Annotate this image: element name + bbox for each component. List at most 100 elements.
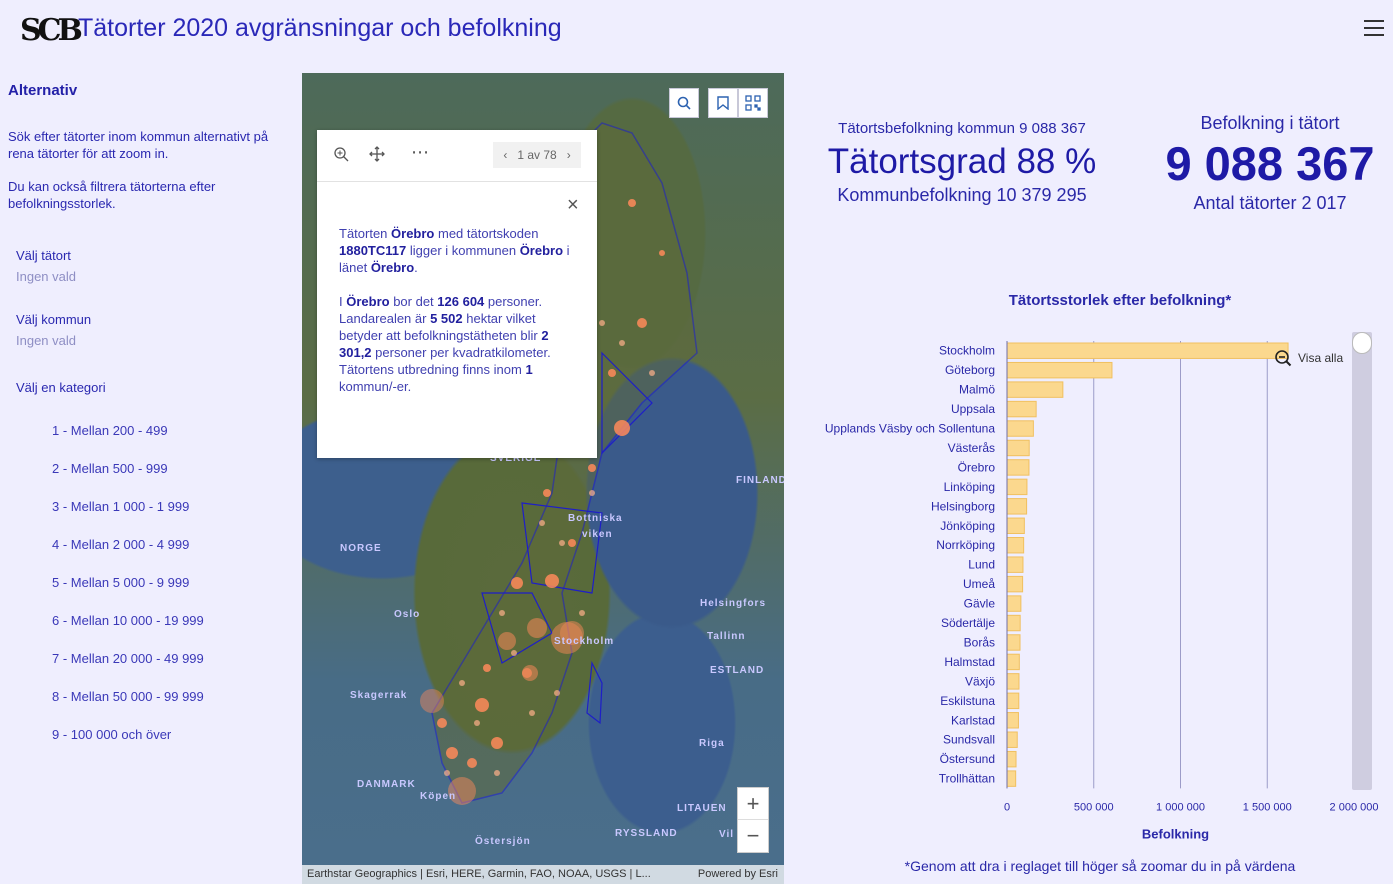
category-option[interactable]: 5 - Mellan 5 000 - 9 999 xyxy=(52,575,190,590)
map-label: LITAUEN xyxy=(677,803,727,814)
zoom-to-icon[interactable] xyxy=(333,146,349,166)
bar xyxy=(1006,556,1024,573)
bar xyxy=(1006,731,1018,748)
category-option[interactable]: 1 - Mellan 200 - 499 xyxy=(52,423,168,438)
category-label: Gävle xyxy=(964,597,996,611)
category-label: Jönköping xyxy=(940,519,995,533)
map-search-icon[interactable] xyxy=(669,88,699,118)
category-label: Borås xyxy=(964,635,995,649)
kpi-kommun-total: Kommunbefolkning 10 379 295 xyxy=(837,185,1087,205)
category-label: Välj en kategori xyxy=(16,380,106,395)
chevron-right-icon[interactable]: › xyxy=(566,148,571,162)
category-label: Östersund xyxy=(940,752,995,766)
bar xyxy=(1006,595,1022,612)
category-label: Linköping xyxy=(944,480,995,494)
category-label: Örebro xyxy=(958,460,996,474)
bar xyxy=(1006,439,1030,457)
bar xyxy=(1006,614,1021,632)
bar xyxy=(1006,575,1024,593)
footnote: *Genom att dra i reglaget till höger så … xyxy=(904,858,1296,874)
bar xyxy=(1006,673,1020,690)
bookmark-icon[interactable] xyxy=(708,88,738,118)
kpi-grad: Tätortsgrad 88 % xyxy=(827,142,1097,181)
x-axis-label: Befolkning xyxy=(1142,826,1209,841)
category-label: Växjö xyxy=(965,674,995,688)
category-label: Norrköping xyxy=(936,538,995,552)
category-option[interactable]: 6 - Mellan 10 000 - 19 999 xyxy=(52,613,204,628)
scb-logo: SCB xyxy=(20,13,83,48)
bar xyxy=(1006,420,1034,437)
close-icon[interactable]: × xyxy=(567,194,579,216)
attribution-text: Earthstar Geographics | Esri, HERE, Garm… xyxy=(307,868,651,880)
category-option[interactable]: 7 - Mellan 20 000 - 49 999 xyxy=(52,651,204,666)
category-label: Malmö xyxy=(959,383,995,397)
category-label: Eskilstuna xyxy=(940,694,995,708)
x-tick-label: 0 xyxy=(1004,801,1010,813)
popup-content: Tätorten Örebro med tätortskoden 1880TC1… xyxy=(339,226,570,394)
map-label: Oslo xyxy=(394,609,421,620)
x-tick-label: 500 000 xyxy=(1074,801,1114,813)
category-option[interactable]: 2 - Mellan 500 - 999 xyxy=(52,461,168,476)
popup-pager[interactable]: ‹ 1 av 78 › xyxy=(493,142,581,168)
bar xyxy=(1006,770,1017,787)
zoom-in-button[interactable]: + xyxy=(738,788,768,820)
category-option[interactable]: 8 - Mellan 50 000 - 99 999 xyxy=(52,689,204,704)
sidebar-intro: Sök efter tätorter inom kommun alternati… xyxy=(8,129,269,161)
zoom-scrollbar[interactable] xyxy=(1352,332,1372,790)
x-tick-label: 1 000 000 xyxy=(1156,801,1205,813)
popup-toolbar: ⋯ ‹ 1 av 78 › xyxy=(317,130,597,182)
kpi-tatort: Befolkning i tätort 9 088 367 Antal täto… xyxy=(1150,113,1390,214)
map-label: Skagerrak xyxy=(350,690,408,701)
category-option[interactable]: 4 - Mellan 2 000 - 4 999 xyxy=(52,537,190,552)
map-label: Bottniska xyxy=(568,513,623,524)
map-attribution: Earthstar Geographics | Esri, HERE, Garm… xyxy=(302,865,784,884)
map-label: Riga xyxy=(699,738,725,749)
category-option[interactable]: 3 - Mellan 1 000 - 1 999 xyxy=(52,499,190,514)
bar xyxy=(1006,400,1037,418)
select-kommun-label: Välj kommun xyxy=(16,312,92,327)
kpi-tatortsgrad: Tätortsbefolkning kommun 9 088 367 Tätor… xyxy=(812,120,1112,206)
map-label: ESTLAND xyxy=(710,665,765,676)
map-label: NORGE xyxy=(340,543,382,554)
show-all-button[interactable]: Visa alla xyxy=(1274,349,1343,367)
map-view[interactable]: NORGE FINLAND SVERIGE Bottniska viken Os… xyxy=(302,73,784,884)
select-kommun-dropdown[interactable]: Ingen vald xyxy=(16,333,76,348)
powered-by-text[interactable]: Powered by Esri xyxy=(697,868,778,880)
map-label: DANMARK xyxy=(357,779,416,790)
category-label: Lund xyxy=(968,558,995,572)
x-tick-label: 2 000 000 xyxy=(1330,801,1379,813)
bar xyxy=(1006,653,1020,671)
kpi-tatort-value: 9 088 367 xyxy=(1165,137,1375,190)
category-label: Södertälje xyxy=(941,616,995,630)
show-all-label: Visa alla xyxy=(1298,351,1344,365)
feature-popup[interactable]: ⋯ ‹ 1 av 78 › × Tätorten Örebro med täto… xyxy=(317,130,597,458)
map-label: FINLAND xyxy=(736,475,784,486)
bar xyxy=(1006,478,1028,496)
map-label: Helsingfors xyxy=(700,598,767,609)
bar xyxy=(1006,634,1021,651)
map-label: SVERIGE xyxy=(490,453,542,464)
zoom-out-button[interactable]: − xyxy=(746,823,760,848)
sidebar-heading: Alternativ xyxy=(8,82,78,99)
chevron-left-icon[interactable]: ‹ xyxy=(503,148,508,162)
map-label: viken xyxy=(582,529,613,540)
category-label: Upplands Väsby och Sollentuna xyxy=(825,422,995,436)
category-label: Umeå xyxy=(963,577,995,591)
app-header: SCB Tätorter 2020 avgränsningar och befo… xyxy=(0,0,1393,60)
category-label: Helsingborg xyxy=(931,499,995,513)
kpi-tatort-label: Befolkning i tätort xyxy=(1200,113,1340,133)
hamburger-menu-icon[interactable] xyxy=(1364,20,1384,36)
scrollbar-handle[interactable] xyxy=(1352,332,1372,354)
map-label: Stockholm xyxy=(554,636,615,647)
more-options-icon[interactable]: ⋯ xyxy=(411,142,429,162)
bar xyxy=(1006,342,1289,359)
category-option[interactable]: 9 - 100 000 och över xyxy=(52,727,172,742)
pager-text: 1 av 78 xyxy=(517,148,557,162)
bar xyxy=(1006,537,1025,554)
map-label: Köpen xyxy=(420,791,457,802)
map-label: Vil xyxy=(719,829,735,840)
bar xyxy=(1006,517,1025,534)
move-icon[interactable] xyxy=(369,146,385,166)
select-tatort-dropdown[interactable]: Ingen vald xyxy=(16,269,76,284)
qr-code-icon[interactable] xyxy=(738,88,768,118)
